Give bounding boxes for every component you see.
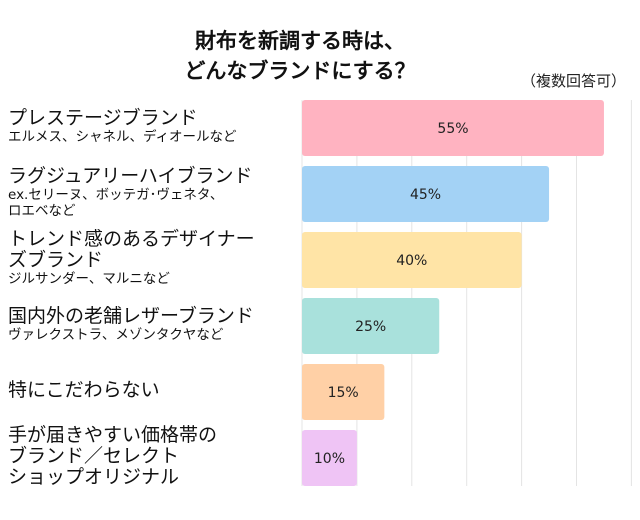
category-examples: ヴァレクストラ、メゾンタクヤなど: [8, 326, 224, 343]
data-label: 55%: [437, 121, 468, 137]
category-name: トレンド感のあるデザイナー: [8, 228, 255, 250]
category-name: プレステージブランド: [8, 106, 198, 129]
category-name: ショップオリジナル: [8, 465, 180, 488]
bar: [302, 100, 604, 156]
category-name: ブランド／セレクト: [8, 444, 180, 467]
category-label: 手が届きやすい価格帯の ブランド／セレクト ショップオリジナル: [8, 423, 298, 488]
bar: [302, 364, 385, 420]
category-label: 特にこだわらない: [8, 378, 298, 401]
category-label: プレステージブランド エルメス、シャネル、ディオールなど: [8, 106, 298, 145]
data-label: 45%: [410, 187, 441, 203]
bar: [302, 232, 522, 288]
bar: [302, 430, 357, 486]
category-name: ラグジュアリーハイブランド: [8, 164, 253, 187]
bar: [302, 166, 550, 222]
category-examples: ジルサンダー、マルニなど: [8, 271, 170, 287]
category-name: 手が届きやすい価格帯の: [8, 423, 218, 446]
category-name: 国内外の老舗レザーブランド: [8, 304, 254, 327]
category-examples: エルメス、シャネル、ディオールなど: [8, 128, 237, 145]
data-label: 25%: [355, 319, 386, 335]
category-examples: ロエベなど: [8, 202, 76, 219]
chart-title-line1: 財布を新調する時は、: [195, 29, 405, 53]
multiple-answers-note: （複数回答可）: [520, 72, 626, 90]
data-label: 40%: [396, 253, 427, 269]
category-label: 国内外の老舗レザーブランド ヴァレクストラ、メゾンタクヤなど: [8, 304, 298, 343]
bar: [302, 298, 440, 354]
category-label: ラグジュアリーハイブランド ex.セリーヌ、ボッテガ･ヴェネタ、 ロエベなど: [8, 164, 298, 219]
chart-title-line2: どんなブランドにする？: [184, 59, 416, 83]
data-label: 15%: [328, 385, 359, 401]
data-label: 10%: [314, 451, 345, 467]
category-name: ズブランド: [8, 249, 104, 271]
category-name: 特にこだわらない: [8, 378, 160, 401]
category-label: トレンド感のあるデザイナー ズブランド ジルサンダー、マルニなど: [8, 228, 298, 288]
category-examples: ex.セリーヌ、ボッテガ･ヴェネタ、: [8, 186, 224, 203]
